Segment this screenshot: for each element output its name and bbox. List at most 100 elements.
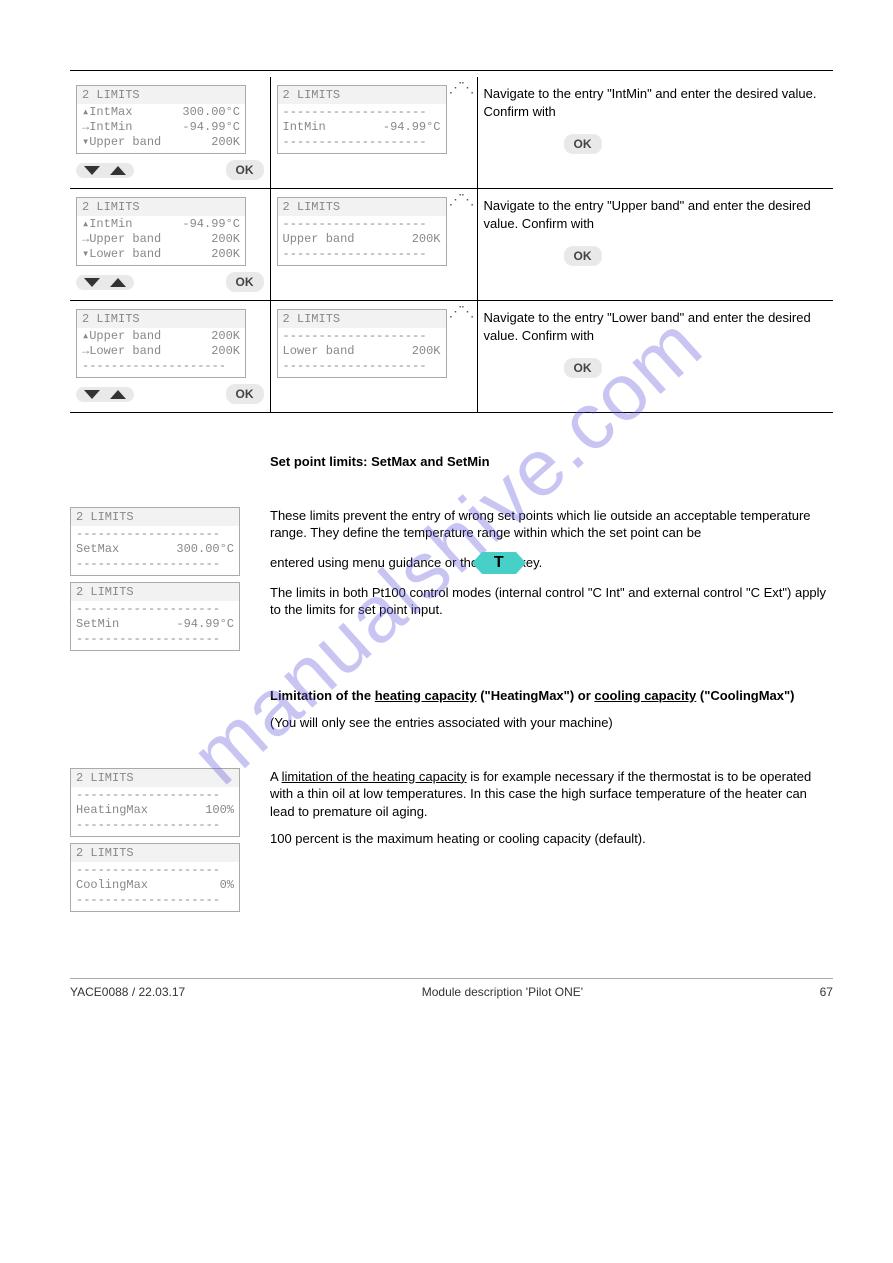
- lcd-value: 100%: [205, 803, 234, 818]
- lcd-label: →Lower band: [82, 344, 161, 359]
- row-description: Navigate to the entry "Upper band" and e…: [484, 197, 828, 232]
- lcd-title: 2 LIMITS: [278, 86, 446, 104]
- lcd-dash: --------------------: [76, 527, 234, 542]
- lcd-value: 200K: [211, 232, 240, 247]
- text: ("HeatingMax") or: [477, 688, 595, 703]
- lcd-dash: --------------------: [283, 329, 441, 344]
- lcd-label: ▴Upper band: [82, 329, 161, 344]
- lcd-value: 200K: [211, 329, 240, 344]
- lcd-label: CoolingMax: [76, 878, 148, 893]
- text-underline: limitation of the heating capacity: [282, 769, 467, 784]
- lcd-setmax: 2 LIMITS -------------------- SetMax 300.…: [70, 507, 240, 576]
- lcd-dash: --------------------: [76, 557, 234, 572]
- lcd-title: 2 LIMITS: [71, 844, 239, 862]
- footer-right: 67: [820, 985, 833, 999]
- lcd-label: ▴IntMin: [82, 217, 132, 232]
- nav-pill[interactable]: [76, 387, 134, 402]
- lcd-value: 200K: [211, 135, 240, 150]
- sect2-p3: 100 percent is the maximum heating or co…: [270, 830, 833, 848]
- ok-button[interactable]: OK: [226, 384, 264, 404]
- rule-top: [70, 70, 833, 71]
- sect1-p3: The limits in both Pt100 control modes (…: [270, 584, 833, 619]
- lcd-label: HeatingMax: [76, 803, 148, 818]
- row3-col1: 2 LIMITS ▴Upper band 200K →Lower band 200K…: [70, 301, 270, 413]
- lcd-dash: --------------------: [283, 135, 441, 150]
- lcd-value: 300.00°C: [176, 542, 234, 557]
- lcd-dash: --------------------: [76, 602, 234, 617]
- lcd-label: IntMin: [283, 120, 326, 135]
- nav-pill[interactable]: [76, 275, 134, 290]
- lcd-title: 2 LIMITS: [278, 198, 446, 216]
- lcd-dash: --------------------: [283, 217, 441, 232]
- down-icon: [84, 166, 100, 175]
- text: entered using menu guidance or the: [270, 555, 482, 570]
- lcd-dash: --------------------: [76, 863, 234, 878]
- sect2-p1: (You will only see the entries associate…: [270, 714, 833, 732]
- lcd-label: SetMin: [76, 617, 119, 632]
- row3-col3: Navigate to the entry "Lower band" and e…: [477, 301, 833, 413]
- lcd-dash: --------------------: [76, 632, 234, 647]
- lcd-title: 2 LIMITS: [278, 310, 446, 328]
- lcd-dash: --------------------: [76, 893, 234, 908]
- lcd-label: ▾Lower band: [82, 247, 161, 262]
- row1-col3: Navigate to the entry "IntMin" and enter…: [477, 77, 833, 189]
- up-icon: [110, 166, 126, 175]
- lcd-value: -94.99°C: [182, 217, 240, 232]
- t-key-icon: T: [482, 552, 516, 574]
- text: ("CoolingMax"): [696, 688, 794, 703]
- lcd-coolingmax: 2 LIMITS -------------------- CoolingMax…: [70, 843, 240, 912]
- lcd-value: -94.99°C: [383, 120, 441, 135]
- lcd-value: 200K: [412, 344, 441, 359]
- ok-button[interactable]: OK: [564, 358, 602, 378]
- page-footer: YACE0088 / 22.03.17 Module description '…: [70, 978, 833, 999]
- footer-center: Module description 'Pilot ONE': [422, 985, 583, 999]
- up-icon: [110, 278, 126, 287]
- lcd-label: Upper band: [283, 232, 355, 247]
- lcd-label: SetMax: [76, 542, 119, 557]
- lcd-row2b: 2 LIMITS -------------------- Upper band…: [277, 197, 447, 266]
- lcd-title: 2 LIMITS: [71, 508, 239, 526]
- lcd-value: 300.00°C: [182, 105, 240, 120]
- sect1-heading: Set point limits: SetMax and SetMin: [270, 453, 833, 471]
- lcd-heatingmax: 2 LIMITS -------------------- HeatingMax…: [70, 768, 240, 837]
- row1-col1: 2 LIMITS ▴IntMax300.00°C →IntMin-94.99°C…: [70, 77, 270, 189]
- ok-button[interactable]: OK: [226, 272, 264, 292]
- text-underline: heating capacity: [375, 688, 477, 703]
- row2-col3: Navigate to the entry "Upper band" and e…: [477, 189, 833, 301]
- ok-button[interactable]: OK: [564, 134, 602, 154]
- sect1-p1: These limits prevent the entry of wrong …: [270, 507, 833, 542]
- down-icon: [84, 278, 100, 287]
- row-description: Navigate to the entry "Lower band" and e…: [484, 309, 828, 344]
- lcd-value: 200K: [211, 247, 240, 262]
- lcd-title: 2 LIMITS: [71, 769, 239, 787]
- lcd-setmin: 2 LIMITS -------------------- SetMin-94.…: [70, 582, 240, 651]
- row1-col2: 2 LIMITS -------------------- IntMin -94.…: [270, 77, 477, 189]
- ok-button[interactable]: OK: [564, 246, 602, 266]
- nav-pill[interactable]: [76, 163, 134, 178]
- lcd-title: 2 LIMITS: [77, 310, 245, 328]
- lcd-label: →Upper band: [82, 232, 161, 247]
- ok-button[interactable]: OK: [226, 160, 264, 180]
- footer-left: YACE0088 / 22.03.17: [70, 985, 185, 999]
- down-icon: [84, 390, 100, 399]
- lcd-row3a: 2 LIMITS ▴Upper band 200K →Lower band 200K…: [76, 309, 246, 378]
- lcd-label: →IntMin: [82, 120, 132, 135]
- lcd-dash: --------------------: [283, 359, 441, 374]
- lcd-value: 200K: [211, 344, 240, 359]
- lcd-dash: --------------------: [76, 818, 234, 833]
- row2-col1: 2 LIMITS ▴IntMin -94.99°C →Upper band 200K…: [70, 189, 270, 301]
- lcd-label: ▴IntMax: [82, 105, 132, 120]
- main-table: 2 LIMITS ▴IntMax 300.00°C →IntMin -94.99°C…: [70, 77, 833, 412]
- lcd-row2a: 2 LIMITS ▴IntMin -94.99°C →Upper band 200K…: [76, 197, 246, 266]
- text-underline: cooling capacity: [594, 688, 696, 703]
- lcd-title: 2 LIMITS: [77, 86, 245, 104]
- lcd-title: 2 LIMITS: [71, 583, 239, 601]
- row3-col2: 2 LIMITS -------------------- Lower band…: [270, 301, 477, 413]
- up-icon: [110, 390, 126, 399]
- lcd-value: 0%: [220, 878, 234, 893]
- sect2-p2: A limitation of the heating capacity is …: [270, 768, 833, 821]
- lcd-title: 2 LIMITS: [77, 198, 245, 216]
- row2-col2: 2 LIMITS -------------------- Upper band…: [270, 189, 477, 301]
- lcd-dash: --------------------: [76, 788, 234, 803]
- rule-bottom: [70, 412, 833, 413]
